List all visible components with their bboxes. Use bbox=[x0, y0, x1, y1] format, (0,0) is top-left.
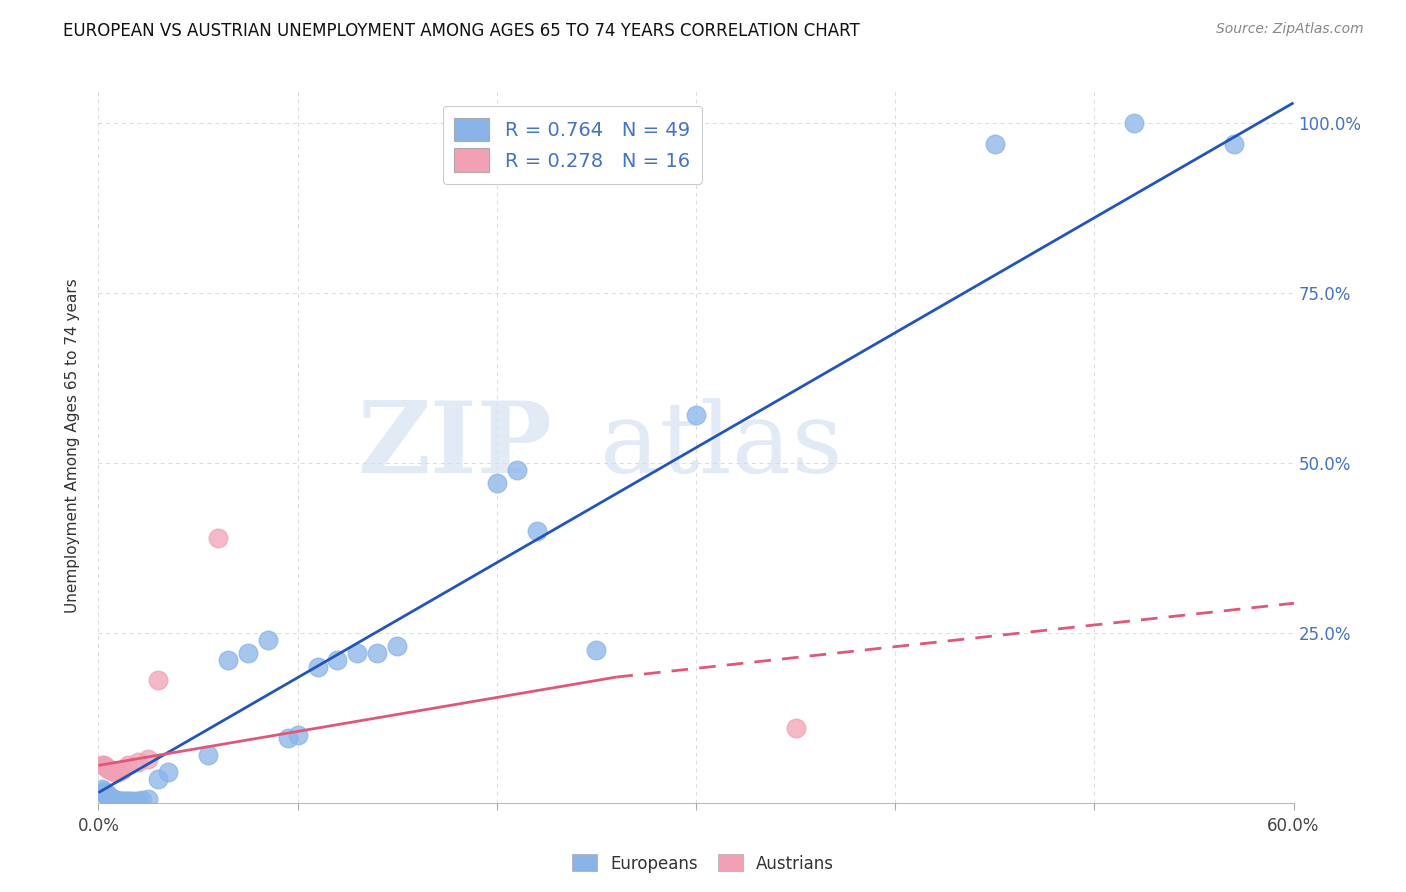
Point bbox=[96, 760, 118, 774]
Point bbox=[148, 772, 170, 786]
Point bbox=[326, 653, 349, 667]
Point bbox=[101, 792, 124, 806]
Point bbox=[256, 632, 278, 647]
Point bbox=[585, 643, 607, 657]
Point bbox=[97, 789, 120, 803]
Point bbox=[148, 673, 170, 688]
Text: EUROPEAN VS AUSTRIAN UNEMPLOYMENT AMONG AGES 65 TO 74 YEARS CORRELATION CHART: EUROPEAN VS AUSTRIAN UNEMPLOYMENT AMONG … bbox=[63, 22, 860, 40]
Point bbox=[107, 794, 129, 808]
Point bbox=[97, 762, 120, 776]
Text: ZIP: ZIP bbox=[357, 398, 553, 494]
Point bbox=[111, 794, 134, 808]
Point bbox=[277, 731, 299, 746]
Point bbox=[98, 791, 122, 805]
Point bbox=[136, 751, 159, 765]
Legend: Europeans, Austrians: Europeans, Austrians bbox=[565, 847, 841, 880]
Point bbox=[984, 136, 1007, 151]
Point bbox=[93, 783, 115, 797]
Point bbox=[124, 794, 146, 808]
Point bbox=[98, 790, 122, 805]
Point bbox=[1223, 136, 1246, 151]
Point bbox=[127, 794, 149, 808]
Point bbox=[1123, 116, 1146, 130]
Point bbox=[101, 763, 124, 777]
Point bbox=[91, 782, 114, 797]
Point bbox=[96, 788, 118, 802]
Point bbox=[526, 524, 548, 538]
Y-axis label: Unemployment Among Ages 65 to 74 years: Unemployment Among Ages 65 to 74 years bbox=[65, 278, 80, 614]
Point bbox=[307, 660, 329, 674]
Point bbox=[131, 793, 153, 807]
Point bbox=[120, 794, 142, 808]
Point bbox=[217, 653, 239, 667]
Point bbox=[93, 786, 115, 800]
Point bbox=[207, 531, 229, 545]
Text: atlas: atlas bbox=[600, 398, 844, 494]
Point bbox=[287, 728, 309, 742]
Point bbox=[385, 640, 409, 654]
Point bbox=[127, 755, 149, 769]
Point bbox=[105, 794, 128, 808]
Point bbox=[112, 794, 135, 808]
Point bbox=[97, 788, 120, 802]
Point bbox=[103, 764, 125, 779]
Point bbox=[366, 646, 388, 660]
Point bbox=[101, 791, 124, 805]
Point bbox=[107, 794, 129, 808]
Point bbox=[157, 765, 180, 780]
Point bbox=[236, 646, 259, 660]
Point bbox=[485, 476, 508, 491]
Point bbox=[197, 748, 219, 763]
Point bbox=[115, 794, 138, 808]
Text: Source: ZipAtlas.com: Source: ZipAtlas.com bbox=[1216, 22, 1364, 37]
Point bbox=[103, 793, 125, 807]
Point bbox=[103, 792, 125, 806]
Point bbox=[98, 763, 122, 777]
Point bbox=[105, 793, 128, 807]
Point bbox=[91, 758, 114, 772]
Point bbox=[136, 792, 159, 806]
Point bbox=[785, 721, 807, 735]
Point bbox=[96, 786, 118, 800]
Point bbox=[97, 790, 120, 805]
Point bbox=[107, 765, 129, 780]
Legend: R = 0.764   N = 49, R = 0.278   N = 16: R = 0.764 N = 49, R = 0.278 N = 16 bbox=[443, 106, 702, 184]
Point bbox=[117, 794, 139, 808]
Point bbox=[346, 646, 368, 660]
Point bbox=[93, 758, 115, 772]
Point bbox=[105, 765, 128, 780]
Point bbox=[506, 463, 529, 477]
Point bbox=[111, 763, 134, 777]
Point bbox=[685, 409, 707, 423]
Point bbox=[110, 794, 132, 808]
Point bbox=[117, 758, 139, 772]
